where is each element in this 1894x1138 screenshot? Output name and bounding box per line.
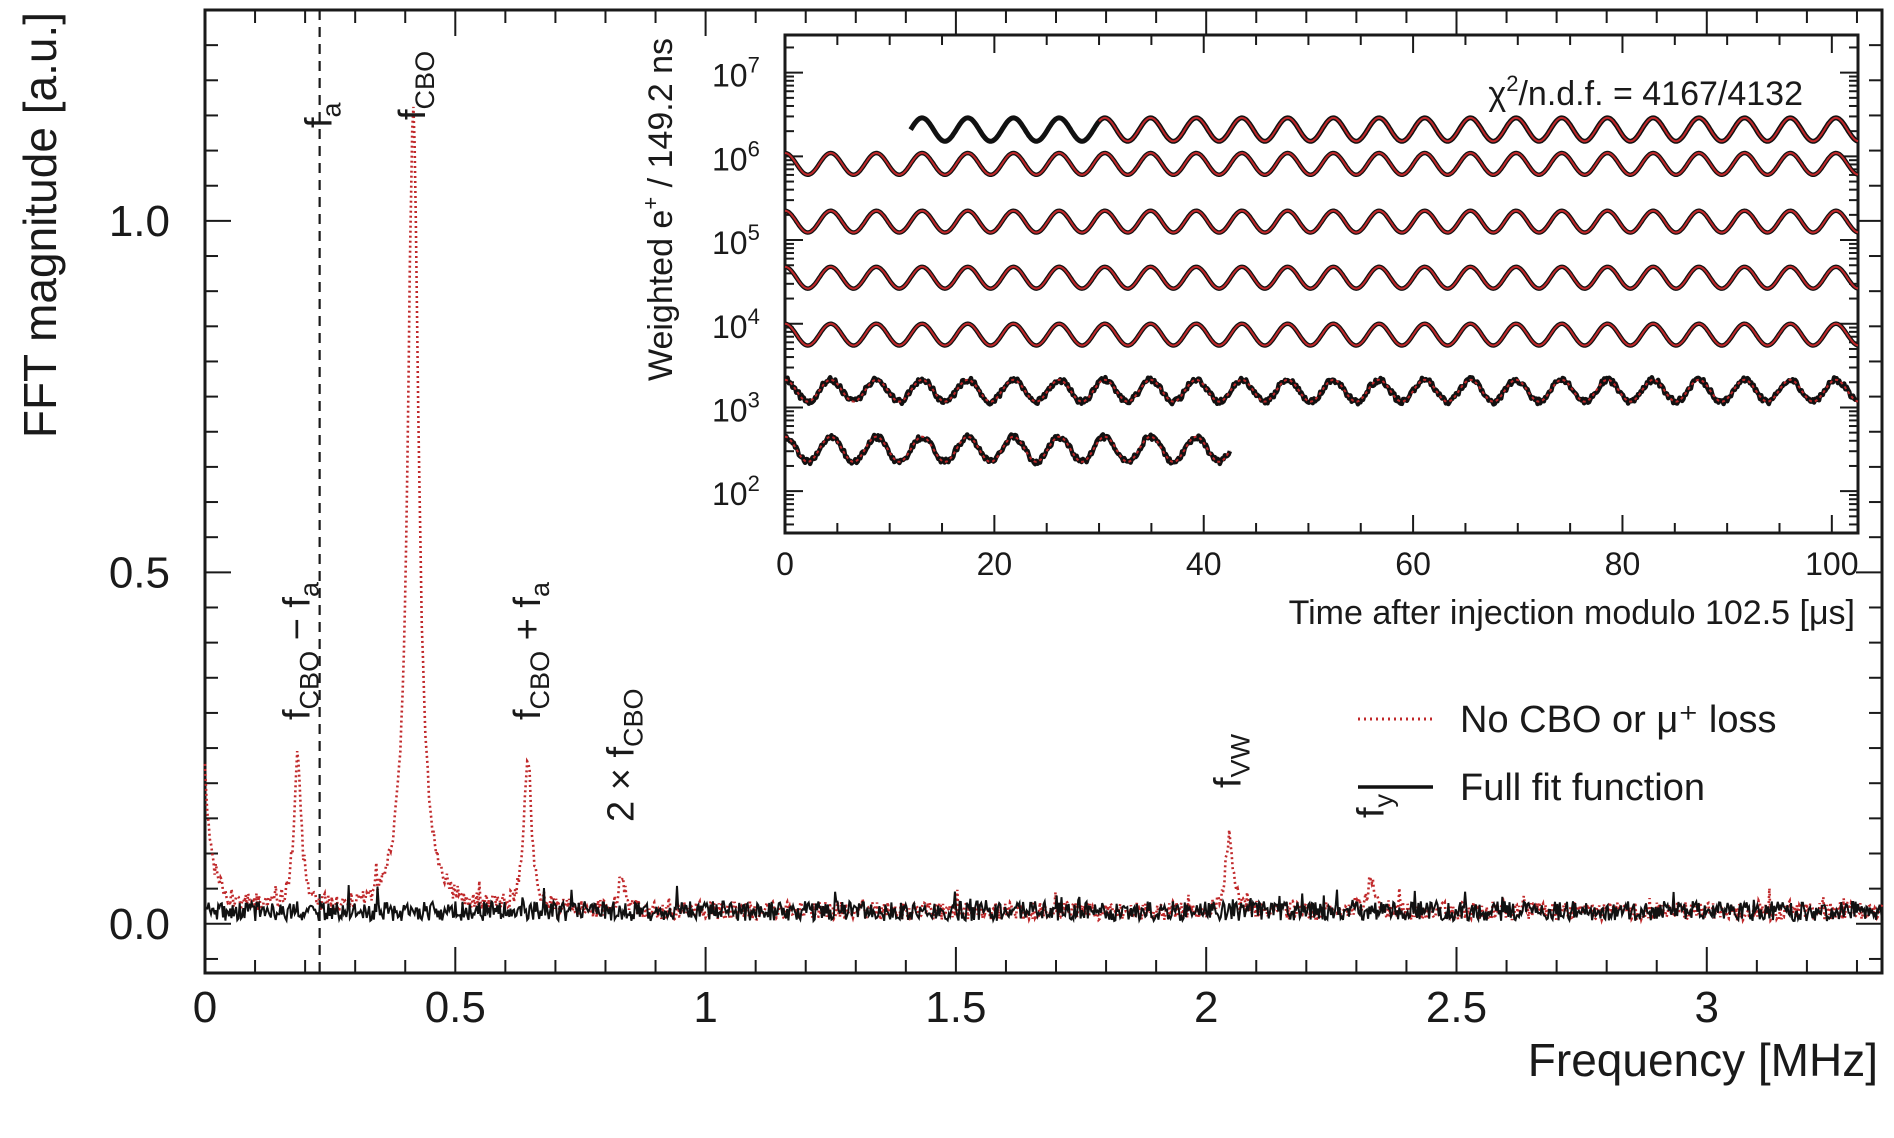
inset-x-tick-label: 100 (1805, 546, 1858, 582)
inset-x-axis-title: Time after injection modulo 102.5 [μs] (1289, 594, 1855, 632)
main-x-tick-label: 1 (693, 983, 717, 1032)
inset-axis-ticks (784, 35, 1858, 533)
main-x-tick-label: 0 (193, 983, 217, 1032)
main-axis-ticks (204, 10, 1882, 973)
peak-label-fvw: fVW (1208, 733, 1256, 788)
inset-y-title-sup: + (638, 197, 663, 210)
peak-label-fa: fa (299, 101, 347, 128)
peak-label-two_fcbo: 2 × fCBO (600, 688, 648, 822)
wiggle-fit-row-7 (784, 435, 1231, 463)
wiggle-fit-row-1 (1098, 116, 1859, 143)
legend-label-full-fit: Full fit function (1460, 767, 1705, 809)
legend-label-no-cbo: No CBO or μ⁺ loss (1460, 699, 1776, 741)
inset-y-title-rest: / 149.2 ns (642, 38, 680, 197)
inset-y-title-base: Weighted e (642, 210, 680, 381)
peak-label-fcbo: fCBO (392, 51, 440, 120)
inset-plot: 0 20 40 60 80 100 102 103 104 105 106 107 χ2/n.d.f.… (638, 33, 1860, 632)
chi2-annotation: χ2/n.d.f. = 4167/4132 (1488, 71, 1803, 113)
inset-x-tick-label: 40 (1186, 546, 1222, 582)
peak-label-fy: fy (1350, 793, 1398, 818)
series-full-fit-line (204, 885, 1883, 924)
wiggle-fit-row-5 (784, 322, 1859, 347)
main-y-tick-label: 0.0 (109, 900, 170, 949)
inset-y-tick-label: 104 (712, 304, 760, 345)
peak-annotations: fa fCBO fCBO − fa fCBO + fa 2 × fCBO fVW fy (277, 51, 1399, 822)
inset-x-tick-label: 80 (1605, 546, 1641, 582)
inset-x-tick-label: 20 (977, 546, 1013, 582)
wiggle-rows (783, 115, 1860, 467)
inset-axis-tick-labels: 0 20 40 60 80 100 102 103 104 105 106 107 (712, 53, 1859, 582)
main-x-tick-label: 3 (1695, 983, 1719, 1032)
inset-y-axis-title: Weighted e+ / 149.2 ns (638, 38, 680, 381)
main-y-tick-label: 0.5 (109, 548, 170, 597)
chi2-sup: 2 (1506, 71, 1518, 96)
main-x-tick-label: 1.5 (925, 983, 986, 1032)
inset-y-tick-label: 105 (712, 220, 760, 261)
main-x-axis-title: Frequency [MHz] (1528, 1034, 1878, 1086)
inset-y-tick-label: 107 (712, 53, 760, 94)
chi2-rest: /n.d.f. = 4167/4132 (1518, 75, 1803, 113)
wiggle-data-row-7 (784, 432, 1232, 467)
peak-label-fcbo_plus: fCBO + fa (507, 581, 555, 720)
main-plot: 0 0.5 1 1.5 2 2.5 3 0.0 0.5 1.0 fa fCBO fCBO − fa fC… (14, 8, 1884, 1086)
wiggle-data-row-6 (783, 374, 1860, 407)
main-x-tick-label: 2 (1194, 983, 1218, 1032)
inset-x-tick-label: 60 (1395, 546, 1431, 582)
inset-y-tick-label: 103 (712, 387, 760, 428)
chi2-base: χ (1488, 75, 1506, 113)
main-x-tick-label: 0.5 (425, 983, 486, 1032)
main-y-axis-title: FFT magnitude [a.u.] (14, 12, 66, 438)
wiggle-fit-row-3 (784, 209, 1859, 234)
main-y-tick-label: 1.0 (109, 197, 170, 246)
main-plot-frame (203, 8, 1884, 975)
main-x-tick-label: 2.5 (1426, 983, 1487, 1032)
inset-y-tick-label: 102 (712, 471, 760, 512)
wiggle-fit-row-2 (784, 151, 1859, 176)
wiggle-fit-row-4 (784, 265, 1859, 290)
inset-y-tick-label: 106 (712, 136, 760, 177)
peak-label-fcbo_minus: fCBO − fa (277, 581, 325, 720)
legend: No CBO or μ⁺ loss Full fit function (1358, 699, 1776, 809)
main-axis-tick-labels: 0 0.5 1 1.5 2 2.5 3 0.0 0.5 1.0 (109, 197, 1719, 1032)
inset-x-tick-label: 0 (776, 546, 794, 582)
